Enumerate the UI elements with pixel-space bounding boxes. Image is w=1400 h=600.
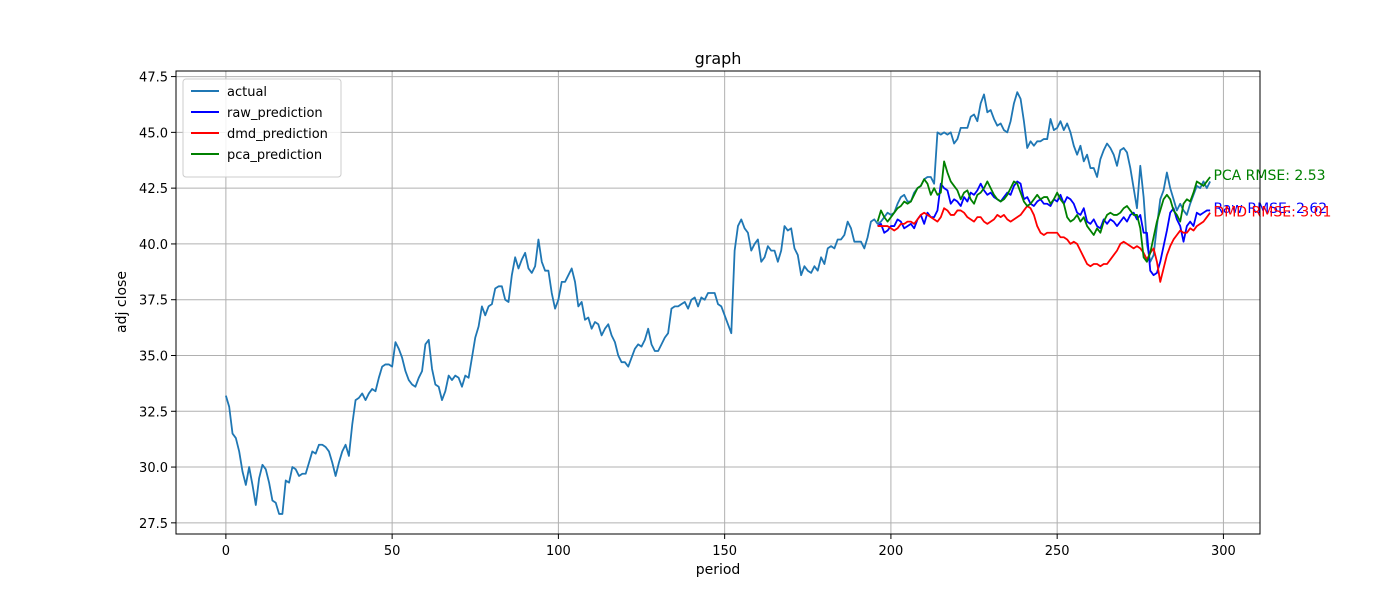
- y-tick-label: 45.0: [139, 126, 168, 141]
- chart-title: graph: [695, 49, 742, 68]
- x-axis: 0 50 100 150 200 250 300: [222, 534, 1236, 559]
- legend: actual raw_prediction dmd_prediction pca_pr…: [182, 78, 342, 178]
- x-tick-label: 150: [712, 544, 737, 559]
- series-line-actual: [225, 91, 1211, 515]
- y-axis-label: adj close: [114, 271, 130, 333]
- x-tick-label: 250: [1045, 544, 1070, 559]
- x-tick-label: 0: [222, 544, 230, 559]
- grid: [176, 71, 1260, 534]
- x-axis-label: period: [696, 562, 741, 578]
- y-tick-label: 30.0: [139, 461, 168, 476]
- x-tick-label: 200: [878, 544, 903, 559]
- legend-box: [182, 78, 342, 178]
- rmse-annotation: Raw RMSE: 2.62: [1213, 201, 1327, 217]
- legend-label: dmd_prediction: [227, 127, 328, 142]
- x-tick-label: 100: [546, 544, 571, 559]
- y-tick-label: 42.5: [139, 182, 168, 197]
- series-line-dmd-prediction: [877, 205, 1211, 283]
- series-line-raw-prediction: [877, 180, 1211, 277]
- legend-label: raw_prediction: [227, 106, 323, 121]
- y-tick-label: 40.0: [139, 238, 168, 253]
- y-tick-label: 37.5: [139, 294, 168, 309]
- y-tick-label: 47.5: [139, 71, 168, 86]
- series-line-pca-prediction: [876, 160, 1211, 263]
- x-tick-label: 50: [384, 544, 401, 559]
- x-tick-label: 300: [1211, 544, 1236, 559]
- legend-label: pca_prediction: [227, 148, 322, 163]
- y-axis: 27.5 30.0 32.5 35.0 37.5 40.0 42.5 45.0 47.5: [139, 71, 176, 532]
- plot-frame: [175, 70, 1261, 535]
- rmse-annotation: DMD RMSE: 3.01: [1213, 205, 1331, 221]
- y-tick-label: 27.5: [139, 517, 168, 532]
- y-tick-label: 35.0: [139, 349, 168, 364]
- y-tick-label: 32.5: [139, 405, 168, 420]
- rmse-annotation: PCA RMSE: 2.53: [1213, 168, 1325, 184]
- legend-label: actual: [227, 85, 267, 100]
- series-group: [225, 91, 1211, 515]
